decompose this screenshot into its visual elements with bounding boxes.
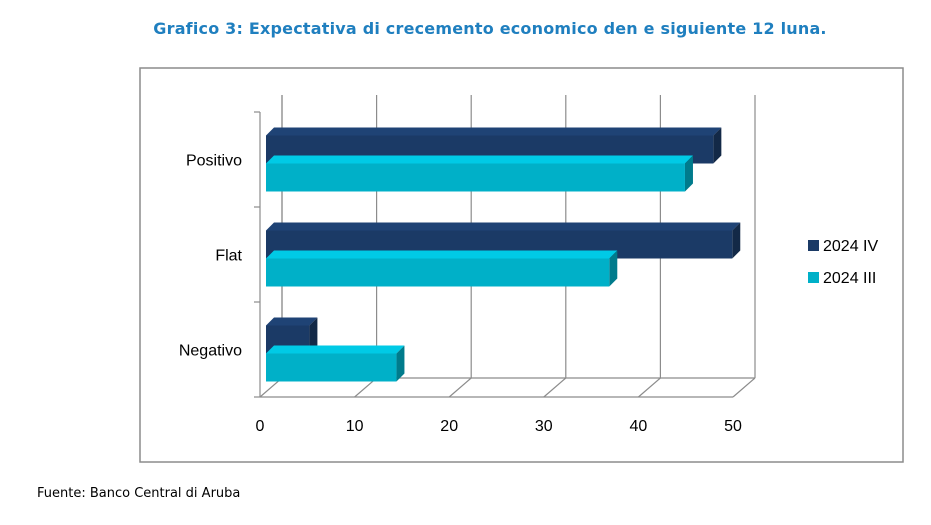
source-note: Fuente: Banco Central di Aruba bbox=[37, 486, 241, 501]
floor-gridline bbox=[543, 377, 567, 398]
bar-2024-iii-positivo bbox=[266, 155, 693, 192]
legend-swatch bbox=[808, 240, 819, 251]
floor-gridline bbox=[638, 377, 661, 398]
floor-gridline bbox=[448, 377, 472, 398]
bar-2024-iii-flat bbox=[266, 250, 618, 287]
chart-title: Grafico 3: Expectativa di crecemento eco… bbox=[153, 19, 827, 38]
category-label: Negativo bbox=[179, 343, 242, 360]
x-tick-label: 0 bbox=[256, 418, 265, 435]
axis-labels: Positivo Flat Negativo 0 10 20 30 40 50 bbox=[179, 153, 742, 436]
bars bbox=[266, 127, 741, 382]
x-tick-label: 20 bbox=[440, 418, 458, 435]
x-tick-label: 30 bbox=[535, 418, 553, 435]
x-tick-label: 50 bbox=[724, 418, 742, 435]
legend-label: 2024 III bbox=[823, 270, 876, 287]
legend-swatch bbox=[808, 272, 819, 283]
x-tick-label: 40 bbox=[630, 418, 648, 435]
x-tick-label: 10 bbox=[346, 418, 364, 435]
category-label: Flat bbox=[215, 248, 242, 265]
floor-gridline bbox=[732, 377, 756, 398]
legend-label: 2024 IV bbox=[823, 238, 878, 255]
bar-2024-iii-negativo bbox=[266, 345, 405, 382]
legend: 2024 IV 2024 III bbox=[808, 238, 878, 287]
category-label: Positivo bbox=[186, 153, 242, 170]
